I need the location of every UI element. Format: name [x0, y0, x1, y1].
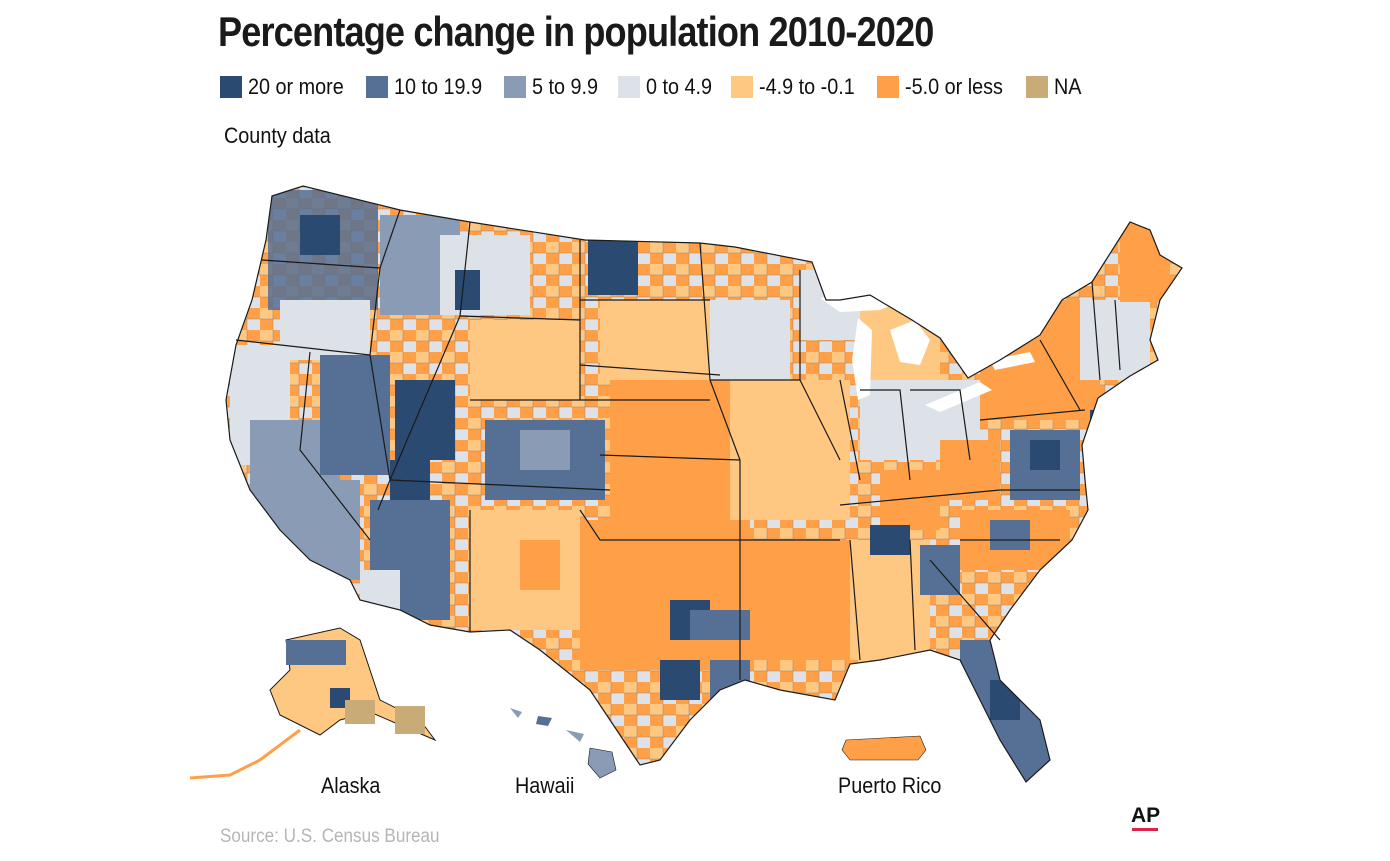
legend: 20 or more 10 to 19.9 5 to 9.9 0 to 4.9 …	[220, 73, 1097, 101]
legend-swatch	[1026, 76, 1049, 98]
legend-label: -4.9 to -0.1	[759, 74, 855, 99]
legend-swatch	[731, 76, 754, 98]
hawaii-label: Hawaii	[515, 773, 575, 798]
legend-swatch	[504, 76, 527, 98]
alaska-label: Alaska	[321, 773, 381, 798]
legend-label: -5.0 or less	[905, 74, 1004, 99]
map-subtitle: County data	[224, 123, 331, 148]
alaska-shape	[189, 627, 437, 780]
legend-label: 5 to 9.9	[532, 74, 599, 99]
legend-label: 10 to 19.9	[394, 74, 483, 99]
legend-item-na: NA	[1026, 74, 1082, 100]
legend-item-20-or-more: 20 or more	[220, 74, 348, 100]
hawaii-shape	[510, 708, 617, 779]
legend-item-neg-4-9-to-neg-0-1: -4.9 to -0.1	[731, 74, 859, 100]
legend-swatch	[366, 76, 389, 98]
legend-label: 20 or more	[248, 74, 344, 99]
ap-logo: AP	[1131, 804, 1161, 827]
map-title: Percentage change in population 2010-202…	[218, 8, 934, 55]
ap-logo-underline	[1132, 828, 1158, 831]
legend-label: NA	[1054, 74, 1082, 99]
legend-swatch	[220, 76, 242, 98]
legend-swatch	[617, 76, 640, 98]
legend-item-10-to-19-9: 10 to 19.9	[366, 74, 486, 100]
puerto-rico-shape	[841, 735, 927, 761]
legend-swatch	[877, 76, 900, 98]
legend-item-0-to-4-9: 0 to 4.9	[617, 74, 713, 100]
state-borders	[225, 185, 1183, 783]
legend-item-5-to-9-9: 5 to 9.9	[504, 74, 599, 100]
source-credit: Source: U.S. Census Bureau	[220, 826, 440, 847]
great-lakes	[820, 290, 1035, 412]
puerto-rico-label: Puerto Rico	[838, 773, 942, 798]
legend-item-neg-5-or-less: -5.0 or less	[877, 74, 1008, 100]
legend-label: 0 to 4.9	[645, 74, 712, 99]
